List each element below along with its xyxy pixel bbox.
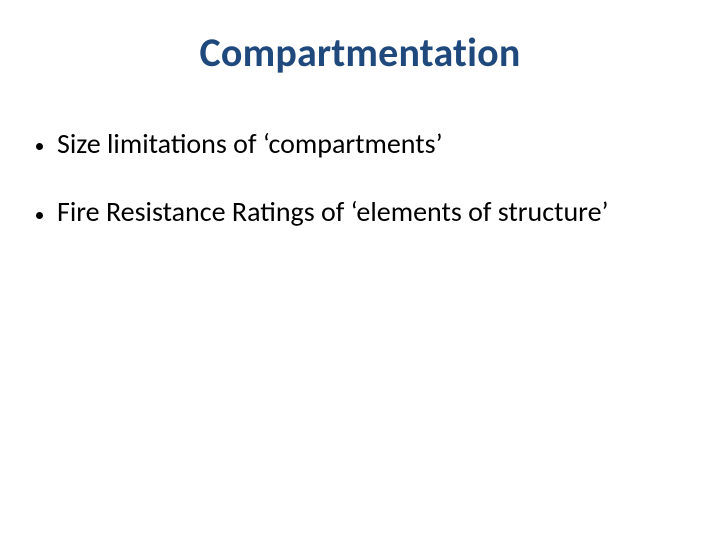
slide-title: Compartmentation (0, 28, 720, 77)
bullet-item: Size limitations of ‘compartments’ (36, 128, 660, 160)
slide-body: Size limitations of ‘compartments’ Fire … (36, 128, 660, 228)
bullet-text: Size limitations of ‘compartments’ (57, 128, 660, 160)
bullet-item: Fire Resistance Ratings of ‘elements of … (36, 196, 660, 228)
bullet-icon (36, 143, 43, 150)
slide: Compartmentation Size limitations of ‘co… (0, 0, 720, 540)
bullet-text: Fire Resistance Ratings of ‘elements of … (57, 196, 660, 228)
bullet-icon (36, 212, 43, 219)
